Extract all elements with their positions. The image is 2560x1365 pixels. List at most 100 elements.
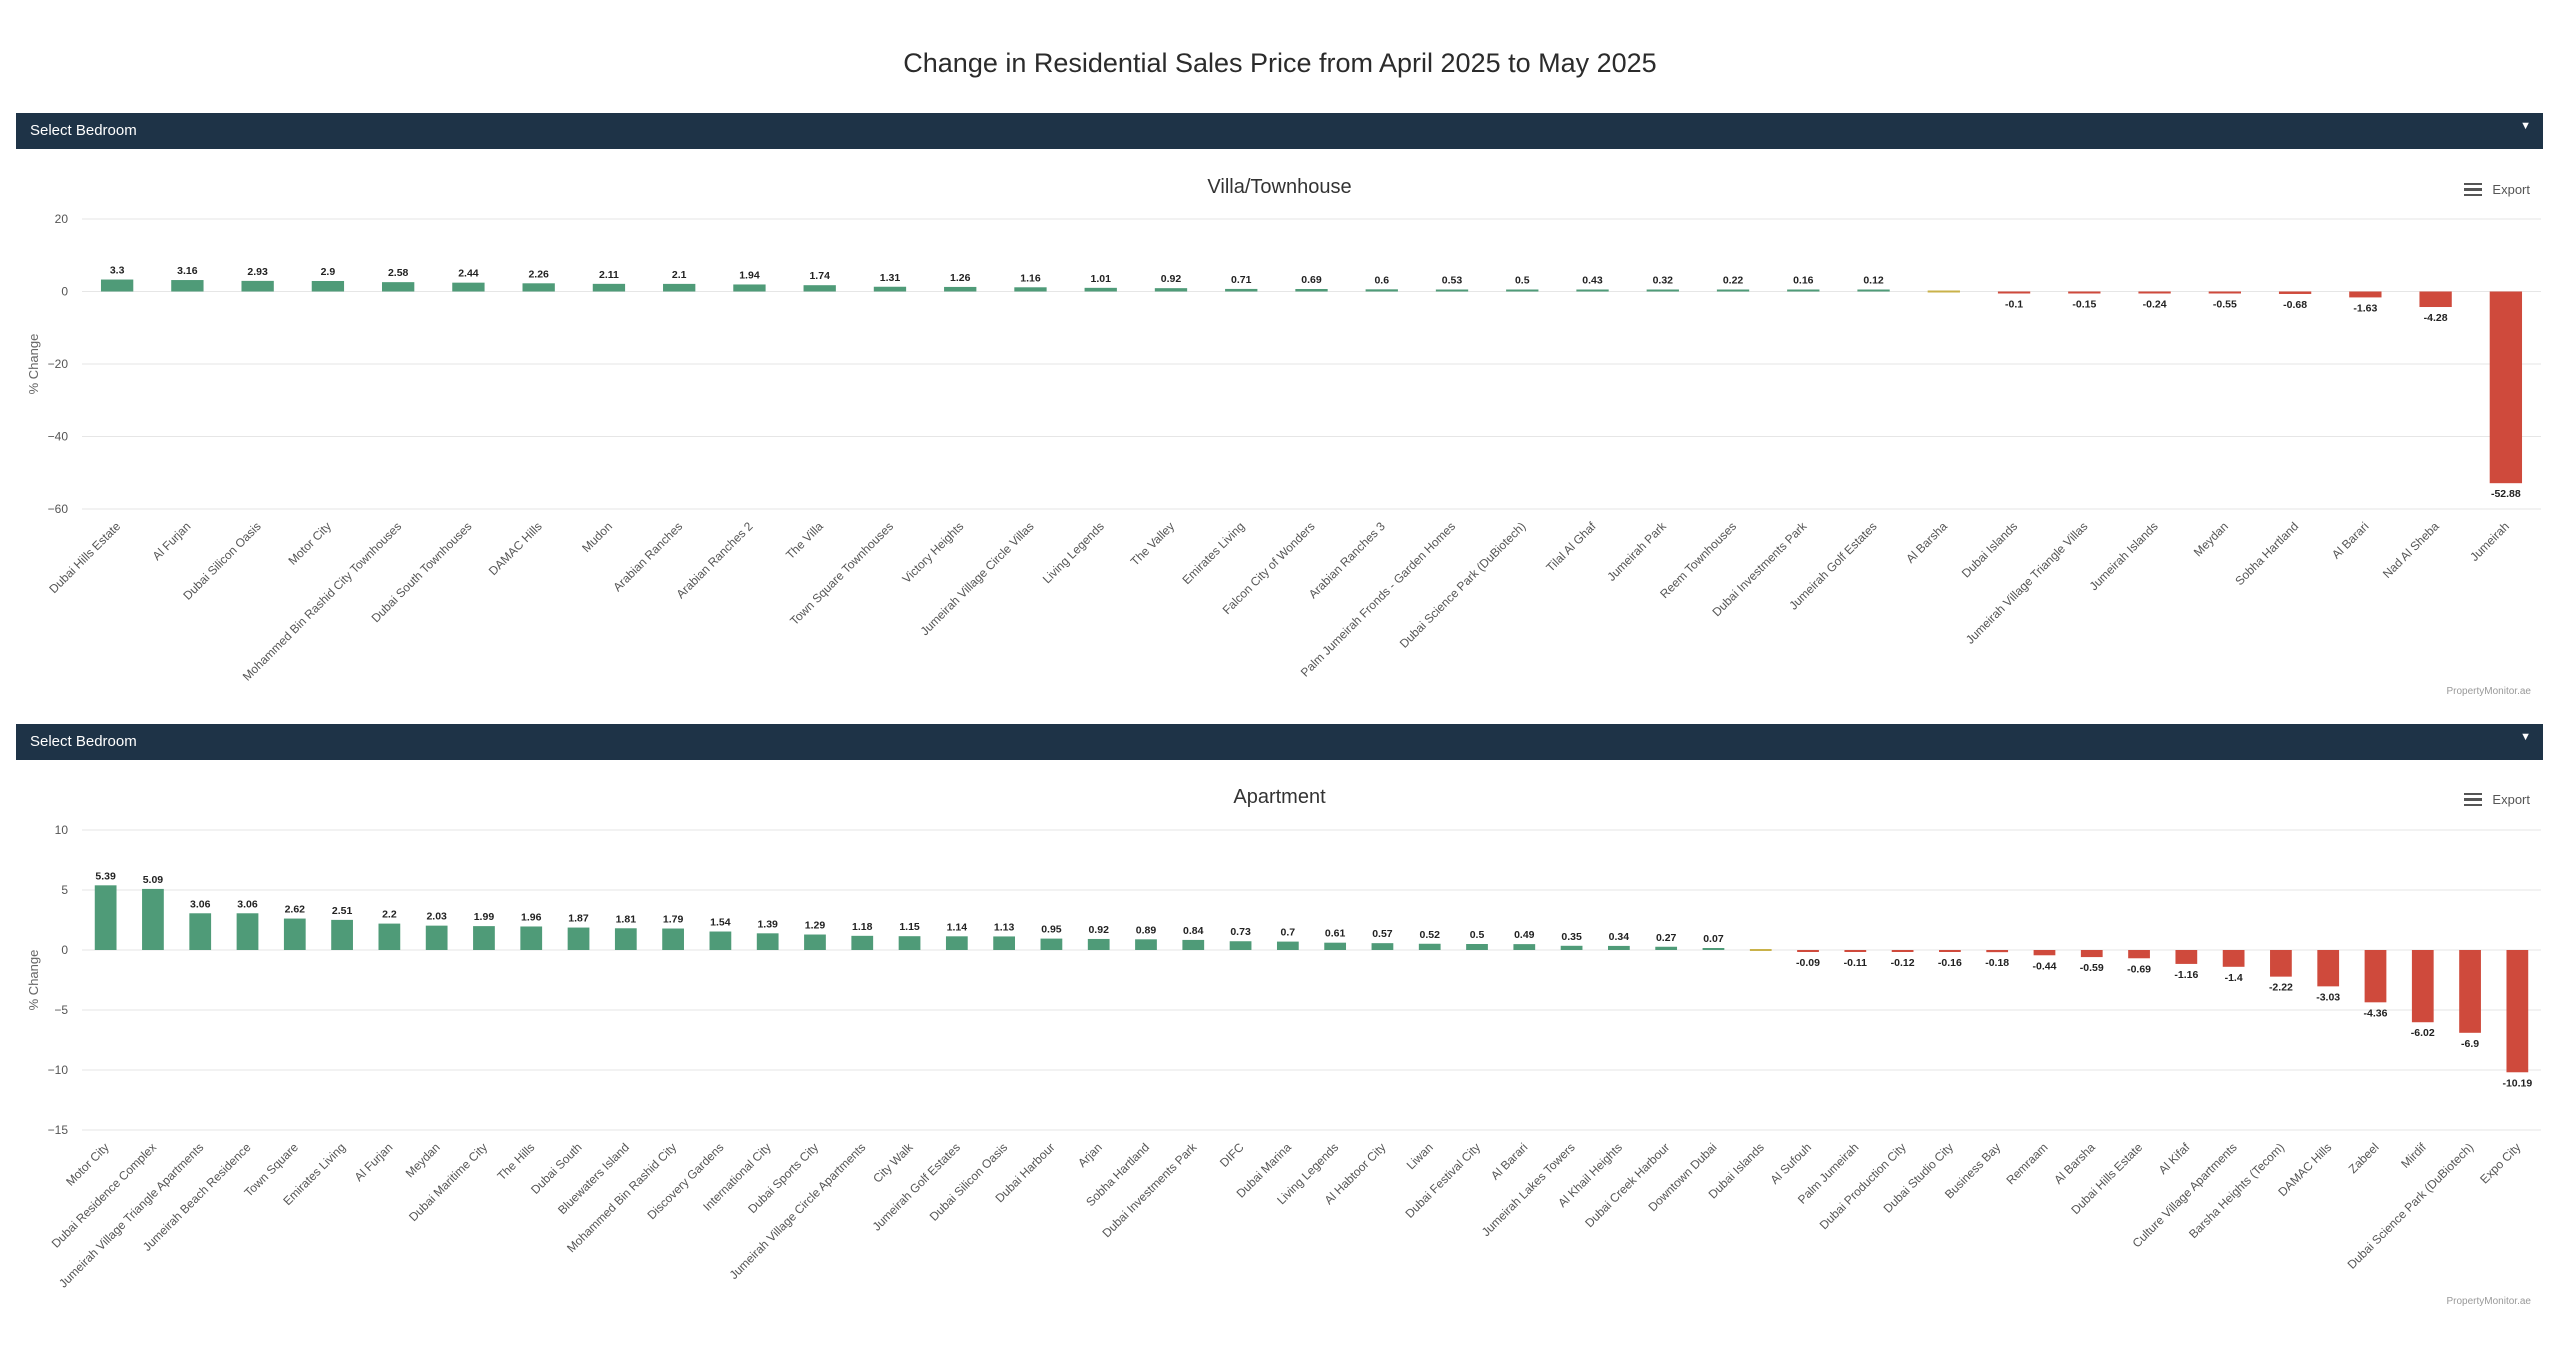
data-label: 0.27 [1656,932,1677,944]
bar[interactable] [567,927,590,950]
bar[interactable] [1365,289,1398,292]
bar[interactable] [1797,950,1819,952]
bar[interactable] [1371,943,1394,950]
bar[interactable] [236,913,259,950]
bar[interactable] [2459,950,2481,1033]
bar[interactable] [2068,291,2101,294]
bar[interactable] [2489,291,2523,484]
bar[interactable] [311,280,345,292]
bar[interactable] [1324,942,1347,950]
bar[interactable] [142,888,164,950]
bar[interactable] [873,286,907,292]
bar[interactable] [1716,289,1750,292]
bar[interactable] [2138,291,2171,294]
bar[interactable] [1295,288,1328,292]
export-button[interactable]: Export [2464,792,2530,807]
bar[interactable] [1513,944,1536,950]
bar[interactable] [2349,291,2382,298]
bar[interactable] [1154,288,1188,292]
bar[interactable] [1229,941,1252,950]
bar[interactable] [94,885,117,950]
bar[interactable] [592,283,626,292]
select-bedroom-dropdown-apartment[interactable]: Select Bedroom ▼ [16,724,2543,760]
bar[interactable] [2506,950,2529,1073]
bar[interactable] [2080,950,2103,958]
bar[interactable] [803,285,836,292]
bar[interactable] [1576,289,1609,292]
bar[interactable] [1997,291,2031,294]
bar[interactable] [2033,950,2056,956]
bar[interactable] [1702,948,1725,950]
bar[interactable] [1939,950,1961,952]
bar[interactable] [520,926,543,950]
data-label: 0.22 [1723,275,1744,287]
bar[interactable] [1560,945,1583,950]
bar[interactable] [171,280,204,292]
bar[interactable] [2270,950,2292,977]
bar[interactable] [522,283,555,292]
bar[interactable] [663,283,696,292]
bar[interactable] [378,923,401,950]
bar[interactable] [1927,290,1960,293]
bar[interactable] [1276,941,1299,950]
bar[interactable] [945,936,968,950]
x-tick-label: City Walk [870,1140,916,1186]
bar[interactable] [1857,289,1890,292]
bar[interactable] [381,282,415,292]
bar[interactable] [1418,943,1441,950]
x-tick-label: Dubai Maritime City [406,1140,490,1224]
bar[interactable] [804,934,826,950]
bar[interactable] [2222,950,2245,967]
bar[interactable] [1891,950,1914,952]
bar[interactable] [1506,289,1539,292]
bar[interactable] [1655,946,1678,950]
bar[interactable] [1844,950,1867,952]
bar[interactable] [1225,288,1258,292]
bar[interactable] [662,928,684,950]
bar[interactable] [2175,950,2198,964]
bar[interactable] [1607,945,1630,950]
bar[interactable] [283,918,306,950]
bar[interactable] [1084,287,1117,292]
bar[interactable] [2278,291,2312,294]
bar[interactable] [2411,950,2434,1023]
bar[interactable] [1040,938,1063,950]
bar[interactable] [2419,291,2452,308]
bar[interactable] [709,931,732,950]
bar[interactable] [1182,939,1205,950]
bar[interactable] [425,925,448,950]
bar[interactable] [1014,287,1047,292]
data-label: 0.53 [1442,275,1463,287]
bar[interactable] [1087,938,1110,950]
bar[interactable] [1435,289,1469,292]
bar[interactable] [189,913,212,950]
bar[interactable] [1135,939,1157,950]
bar[interactable] [473,926,495,950]
bar[interactable] [2208,291,2242,294]
bar[interactable] [1787,289,1820,292]
bar[interactable] [614,928,637,950]
bar[interactable] [1466,944,1488,950]
bar[interactable] [1986,950,2009,953]
bar[interactable] [1646,289,1679,292]
bar[interactable] [993,936,1016,950]
bar[interactable] [944,286,977,292]
data-label: -0.11 [1844,957,1868,969]
bar[interactable] [452,282,485,292]
bar[interactable] [2317,950,2340,987]
export-button[interactable]: Export [2464,182,2530,197]
bar[interactable] [851,935,874,950]
bar[interactable] [898,936,921,950]
data-label: 1.14 [947,921,968,933]
data-label: -2.22 [2269,982,2293,994]
bar[interactable] [1749,949,1772,951]
select-bedroom-dropdown-villa[interactable]: Select Bedroom ▼ [16,113,2543,149]
bar[interactable] [756,933,779,950]
bar[interactable] [2364,950,2387,1003]
bar[interactable] [733,284,766,292]
bar[interactable] [331,919,353,950]
bar[interactable] [100,279,134,292]
bar[interactable] [2128,950,2150,959]
bar[interactable] [241,280,274,292]
data-label: 1.01 [1091,273,1112,285]
